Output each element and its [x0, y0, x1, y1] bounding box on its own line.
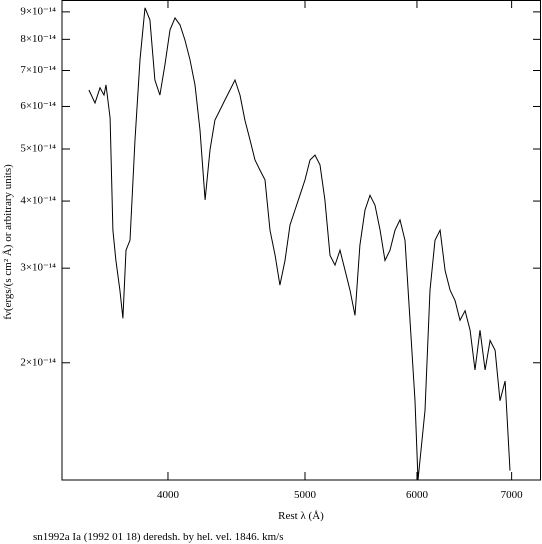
y-tick-label: 2×10⁻¹⁴	[20, 356, 56, 368]
y-axis-label: fν(ergs/(s cm² Å) or arbitrary units)	[2, 164, 14, 320]
plot-frame	[61, 0, 541, 481]
x-tick-label: 5000	[294, 489, 317, 501]
y-tick-label: 8×10⁻¹⁴	[20, 33, 56, 45]
x-axis-label: Rest λ (Å)	[278, 510, 324, 522]
spectrum-line	[88, 7, 511, 480]
y-tick-label: 9×10⁻¹⁴	[20, 5, 56, 17]
y-tick-label: 5×10⁻¹⁴	[20, 143, 56, 155]
y-tick-label: 4×10⁻¹⁴	[20, 195, 56, 207]
y-tick-label: 6×10⁻¹⁴	[20, 100, 56, 112]
y-tick-label: 3×10⁻¹⁴	[20, 262, 56, 274]
x-tick-label: 4000	[157, 489, 180, 501]
x-tick-label: 7000	[501, 489, 524, 501]
caption: sn1992a Ia (1992 01 18) deredsh. by hel.…	[33, 531, 284, 543]
x-tick-label: 6000	[406, 489, 429, 501]
y-tick-label: 7×10⁻¹⁴	[20, 64, 56, 76]
